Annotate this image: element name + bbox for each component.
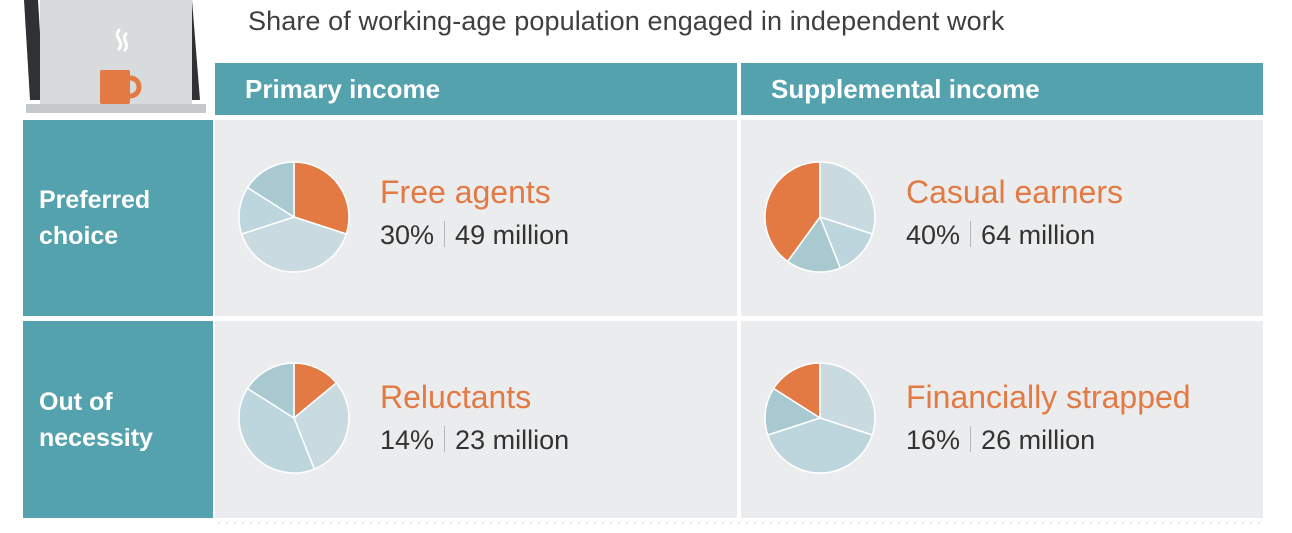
separator <box>970 221 972 247</box>
pie-slice-other <box>246 161 295 219</box>
segment-count: 49 million <box>455 220 570 250</box>
column-header-supplemental-income: Supplemental income <box>741 63 1263 115</box>
separator <box>970 426 972 452</box>
segment-stats: 40% 64 million <box>906 220 1095 251</box>
segment-count: 26 million <box>981 425 1096 455</box>
laptop-coffee-illustration-icon <box>24 0 206 113</box>
pie-slice-other <box>786 215 842 273</box>
row-header-preferred-choice: Preferred choice <box>23 120 213 316</box>
row-header-line: Out of <box>39 387 113 416</box>
segment-name: Free agents <box>380 174 551 210</box>
segment-stats: 30% 49 million <box>380 220 569 251</box>
segment-count: 23 million <box>455 425 570 455</box>
pie-slice-other <box>766 417 874 474</box>
segment-name: Casual earners <box>906 174 1123 210</box>
segment-stats: 14% 23 million <box>380 425 569 456</box>
separator <box>444 221 446 247</box>
pie-slice-other <box>819 362 876 436</box>
segment-name: Financially strapped <box>906 379 1191 415</box>
segment-percent: 16% <box>906 425 961 455</box>
pie-slice-other <box>293 381 350 471</box>
chart-subtitle: Share of working-age population engaged … <box>248 6 1005 36</box>
pie-slice-other <box>240 216 348 273</box>
pie-chart-free-agents <box>238 161 350 273</box>
row-header-line: Preferred <box>39 186 151 214</box>
pie-slice-other <box>246 362 295 420</box>
bottom-dotted-border <box>215 521 1263 525</box>
pie-chart-casual-earners <box>764 161 876 273</box>
segment-stats: 16% 26 million <box>906 425 1095 456</box>
row-header-line: choice <box>39 222 119 250</box>
pie-slice-highlight <box>772 362 821 420</box>
segment-cell-reluctants: Reluctants 14% 23 million <box>215 321 737 518</box>
segment-percent: 30% <box>380 220 435 250</box>
segment-cell-free-agents: Free agents 30% 49 million <box>215 120 737 316</box>
segment-cell-financially-strapped: Financially strapped 16% 26 million <box>741 321 1263 518</box>
column-header-primary-income: Primary income <box>215 63 737 115</box>
segment-percent: 14% <box>380 425 435 455</box>
segment-name: Reluctants <box>380 379 532 415</box>
pie-slice-other <box>819 161 876 235</box>
pie-chart-reluctants <box>238 362 350 474</box>
row-header-out-of-necessity: Out of necessity <box>23 321 213 518</box>
separator <box>444 426 446 452</box>
segment-cell-casual-earners: Casual earners 40% 64 million <box>741 120 1263 316</box>
segment-count: 64 million <box>981 220 1096 250</box>
pie-slice-other <box>238 387 316 474</box>
pie-slice-other <box>764 387 822 436</box>
pie-slice-highlight <box>293 161 350 235</box>
row-header-line: necessity <box>39 423 153 452</box>
pie-chart-financially-strapped <box>764 362 876 474</box>
segment-percent: 40% <box>906 220 961 250</box>
pie-slice-highlight <box>764 161 821 263</box>
